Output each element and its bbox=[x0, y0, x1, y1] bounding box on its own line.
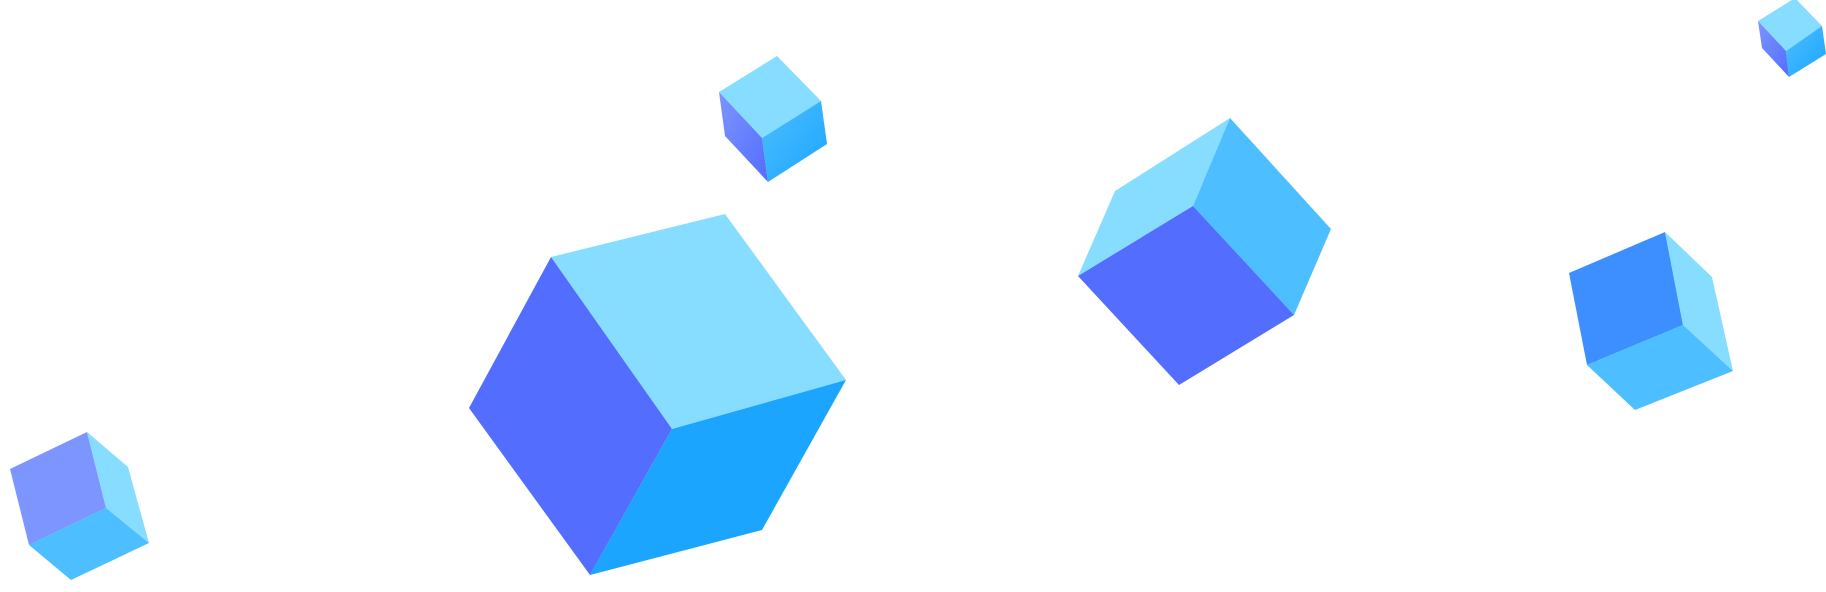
cube-small-top-left-face bbox=[719, 92, 768, 182]
cube-bottom-left bbox=[10, 432, 149, 580]
cube-bottom-left-front-face bbox=[10, 432, 106, 545]
cube-bottom-left-side-face bbox=[87, 432, 149, 543]
large-cube-center bbox=[469, 214, 846, 575]
cube-small-top-right-face bbox=[762, 101, 827, 182]
cube-small-top-top-face bbox=[719, 56, 821, 138]
cube-far-right-front-face bbox=[1569, 232, 1683, 365]
cube-top-right-tiny-left-face bbox=[1758, 21, 1789, 77]
cube-top-right-tiny-right-face bbox=[1786, 26, 1826, 77]
cube-right-middle-left-face bbox=[1078, 118, 1230, 276]
cube-right-middle-front-face bbox=[1078, 206, 1294, 385]
cube-far-right-bottom-face bbox=[1587, 325, 1733, 410]
cube-top-right-tiny bbox=[1758, 0, 1826, 77]
cube-right-middle bbox=[1078, 118, 1331, 385]
cube-far-right-side-face bbox=[1665, 232, 1733, 371]
cube-top-right-tiny-top-face bbox=[1758, 0, 1822, 51]
large-cube-right-face bbox=[590, 380, 846, 575]
large-cube-left-face bbox=[469, 257, 672, 575]
cube-bottom-left-bottom-face bbox=[29, 508, 149, 580]
cube-far-right bbox=[1569, 232, 1733, 410]
cube-small-top bbox=[719, 56, 827, 182]
large-cube-top-face bbox=[551, 214, 846, 429]
cube-right-middle-right-face bbox=[1193, 118, 1331, 315]
